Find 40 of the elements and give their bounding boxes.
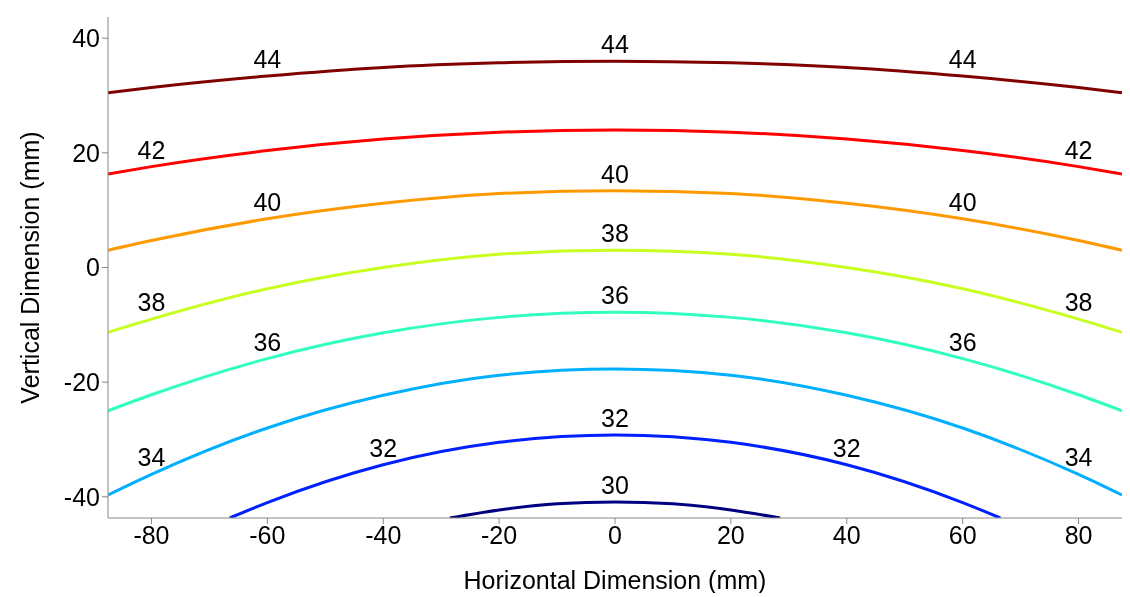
line-series (108, 367, 1122, 497)
series-label: 42 (137, 135, 166, 164)
text: 38 (137, 288, 166, 317)
y-tick-label: -40 (63, 482, 100, 511)
line-series (108, 189, 1122, 252)
series-label: 36 (948, 327, 977, 356)
text: 36 (253, 327, 282, 356)
series-label: 40 (948, 187, 977, 216)
x-tick-label: 0 (608, 520, 622, 549)
x-tick-label: 40 (832, 520, 861, 549)
series-label: 30 (601, 470, 629, 499)
x-tick-label: -60 (249, 520, 286, 549)
x-tick-label: -40 (365, 520, 402, 549)
x-tick-label: -80 (133, 520, 170, 549)
x-tick-label: -20 (481, 520, 518, 549)
text: 40 (253, 187, 282, 216)
line-series (228, 433, 1002, 518)
text: 38 (601, 219, 629, 248)
series-label: 32 (369, 433, 398, 462)
text: 44 (948, 45, 977, 74)
y-tick-label: 40 (72, 24, 100, 53)
series-label: 34 (1064, 443, 1093, 472)
y-axis-title: Vertical Dimension (mm) (15, 131, 44, 404)
y-tick-label: 0 (86, 253, 100, 282)
text: 32 (832, 433, 861, 462)
text: 32 (601, 403, 629, 432)
text: 36 (601, 281, 629, 310)
x-tick-label: 60 (948, 520, 977, 549)
x-tick-label: 20 (716, 520, 745, 549)
line-series (448, 500, 782, 518)
series-label: 38 (1064, 288, 1093, 317)
text: 34 (137, 443, 166, 472)
text: 44 (601, 30, 629, 59)
text: 40 (601, 159, 629, 188)
y-tick-label: 20 (72, 138, 100, 167)
x-tick-label: 80 (1064, 520, 1093, 549)
text: 42 (1064, 135, 1093, 164)
series-label: 44 (253, 45, 282, 74)
line-series (108, 248, 1122, 334)
y-tick-label: -20 (63, 368, 100, 397)
